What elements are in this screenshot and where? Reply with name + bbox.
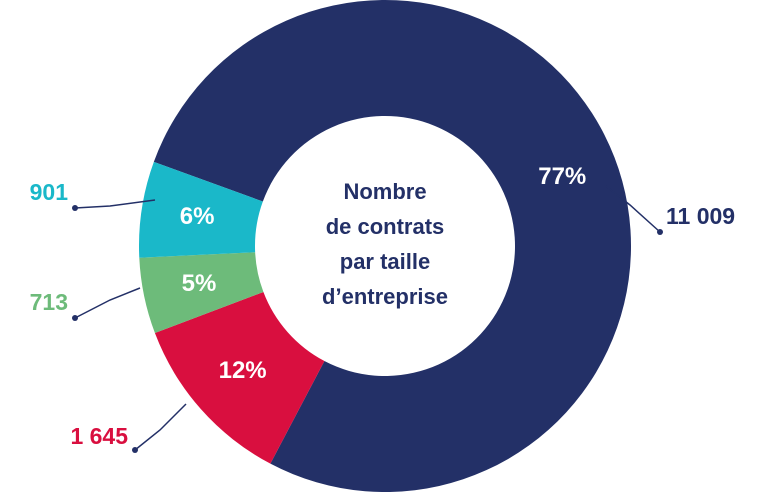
donut-slice <box>154 292 325 464</box>
leader-line <box>605 185 661 233</box>
donut-slice <box>139 161 263 258</box>
center-label: par taille <box>340 249 430 274</box>
percentage-label: 5% <box>182 270 217 297</box>
percentage-label: 6% <box>180 203 215 230</box>
donut-slice <box>153 0 631 492</box>
center-label: de contrats <box>326 214 445 239</box>
center-label: Nombre <box>343 179 426 204</box>
value-label: 901 <box>30 179 69 205</box>
donut-slice <box>139 252 264 334</box>
leader-dot <box>132 447 138 453</box>
leader-line <box>74 199 156 209</box>
leader-dot <box>72 205 78 211</box>
leader-dot <box>657 229 663 235</box>
value-label: 713 <box>30 289 68 315</box>
center-label: d’entreprise <box>322 284 448 309</box>
leader-line <box>74 287 141 319</box>
value-label: 11 009 <box>666 203 735 229</box>
leader-line <box>134 403 187 451</box>
leader-dot <box>72 315 78 321</box>
percentage-label: 12% <box>219 357 267 384</box>
percentage-label: 77% <box>538 163 586 190</box>
value-label: 1 645 <box>70 423 128 449</box>
